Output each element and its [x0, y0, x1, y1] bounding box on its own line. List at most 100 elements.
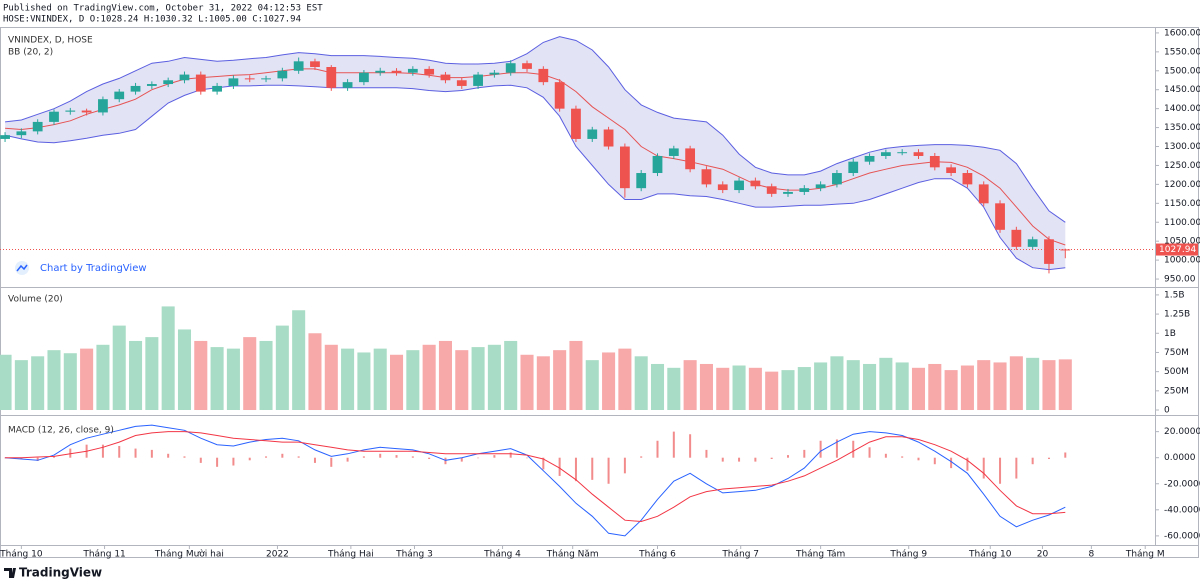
footer-text: TradingView: [19, 566, 102, 580]
volume-bar: [1026, 357, 1040, 411]
y-tick-label: -20.0000: [1164, 479, 1200, 489]
candle-body: [848, 161, 859, 174]
macd-histogram: [313, 457, 316, 463]
candle-body: [587, 129, 598, 139]
macd-histogram: [901, 456, 904, 458]
chart-link[interactable]: Chart by TradingView: [15, 261, 147, 275]
x-tick-label: Tháng Mười hai: [154, 549, 224, 560]
macd-histogram: [705, 449, 708, 458]
candle-body: [929, 155, 940, 168]
volume-bar: [112, 325, 126, 411]
volume-bar: [553, 350, 567, 411]
candle-body: [326, 67, 337, 88]
y-tick-label: 1600.00: [1164, 28, 1200, 38]
macd-histogram: [265, 456, 268, 458]
macd-histogram: [574, 457, 577, 482]
macd-histogram: [379, 453, 382, 458]
x-tick-label: Tháng 9: [889, 550, 927, 560]
x-tick-label: Tháng 4: [483, 550, 521, 560]
volume-bar: [911, 367, 926, 411]
candle-body: [32, 121, 43, 132]
macd-histogram: [917, 457, 920, 461]
candle-body: [98, 99, 108, 113]
volume-bar: [226, 348, 240, 411]
volume-bar: [63, 353, 77, 411]
macd-histogram: [852, 440, 855, 458]
macd-histogram: [411, 456, 414, 458]
y-tick-label: 1400.00: [1164, 104, 1200, 114]
volume-bar: [357, 352, 371, 411]
candle-body: [163, 80, 174, 85]
y-tick-label: 1500.00: [1164, 66, 1200, 76]
macd-histogram: [982, 457, 985, 479]
x-tick-label: Tháng Năm: [546, 550, 599, 560]
pane-title: MACD (12, 26, close, 9): [8, 426, 114, 436]
y-tick-label: 0: [1164, 406, 1170, 416]
candle-body: [228, 78, 239, 86]
candle-body: [962, 173, 973, 185]
macd-histogram: [509, 452, 512, 458]
volume-bar: [1009, 356, 1023, 411]
link-text[interactable]: Chart by TradingView: [40, 263, 147, 274]
macd-histogram: [835, 439, 838, 458]
macd-histogram: [1064, 452, 1067, 458]
volume-bar: [879, 357, 893, 411]
volume-bar: [390, 354, 404, 411]
volume-bar: [210, 347, 224, 411]
bb-lower: [4, 84, 1066, 271]
macd-histogram: [69, 448, 72, 458]
candle-body: [81, 110, 92, 113]
macd-histogram: [460, 457, 463, 462]
candle-body: [130, 85, 141, 92]
candle-body: [0, 135, 10, 139]
volume-bar: [1042, 360, 1056, 411]
y-tick-label: 1300.00: [1164, 142, 1200, 152]
x-tick-label: Tháng 6: [638, 550, 676, 560]
candle-body: [946, 167, 957, 174]
candle-body: [456, 80, 467, 86]
macd-histogram: [362, 456, 365, 458]
candle-body: [522, 63, 532, 69]
volume-bar: [699, 363, 713, 411]
macd-histogram: [738, 457, 741, 462]
volume-bar: [993, 362, 1007, 411]
candle-body: [424, 68, 435, 75]
candle-body: [114, 91, 125, 100]
macd-histogram: [167, 453, 170, 458]
candle-body: [146, 84, 157, 86]
candle-body: [261, 78, 271, 80]
published-line: Published on TradingView.com, October 31…: [3, 4, 323, 14]
symbol-line: HOSE:VNINDEX, D O:1028.24 H:1030.32 L:10…: [3, 15, 301, 25]
candle-body: [685, 148, 696, 170]
candle-body: [880, 152, 891, 156]
candle-body: [195, 74, 206, 92]
volume-bar: [0, 354, 12, 411]
macd-histogram: [493, 455, 496, 458]
candle-body: [473, 74, 483, 86]
candle-body: [554, 82, 565, 109]
candle-body: [701, 169, 712, 185]
indicator-title: BB (20, 2): [8, 48, 53, 58]
candle-body: [16, 131, 27, 136]
volume-bar: [797, 367, 811, 411]
macd-histogram: [999, 457, 1002, 484]
y-tick-label: 750M: [1164, 348, 1189, 358]
candle-body: [636, 173, 647, 189]
macd-histogram: [607, 457, 610, 484]
volume-bar: [895, 362, 909, 411]
candle-body: [734, 180, 744, 191]
volume-bar: [716, 367, 730, 411]
candle-body: [668, 148, 679, 156]
y-tick-label: 250M: [1164, 386, 1189, 396]
volume-bar: [438, 340, 452, 411]
volume-bar: [341, 348, 355, 411]
candle-body: [505, 63, 516, 73]
macd-histogram: [118, 445, 121, 458]
candle-body: [864, 155, 875, 162]
volume-bar: [47, 350, 61, 411]
y-tick-label: 1B: [1164, 329, 1176, 339]
x-tick-label: Tháng M: [1125, 550, 1165, 560]
macd-histogram: [232, 457, 235, 466]
candle-body: [766, 186, 777, 194]
